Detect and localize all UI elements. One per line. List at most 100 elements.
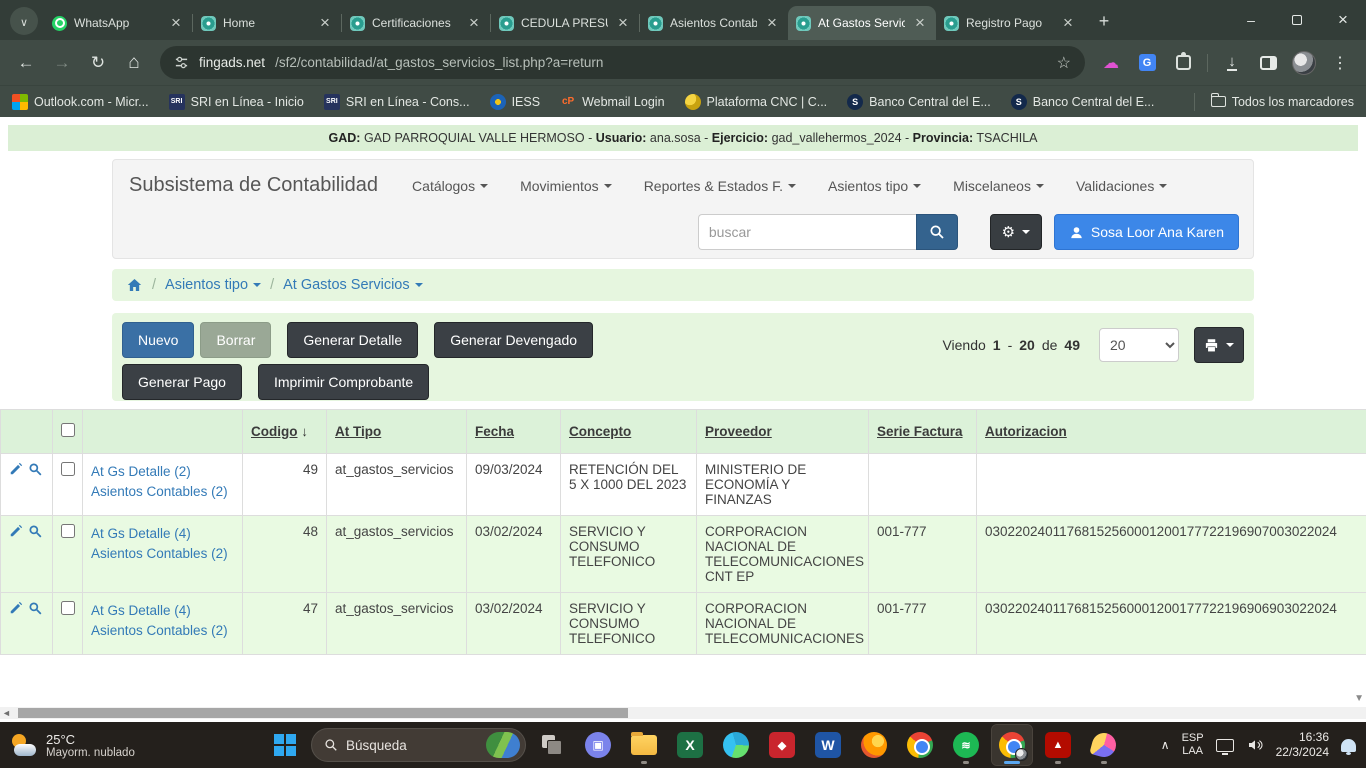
tray-expand-button[interactable] bbox=[1161, 736, 1170, 754]
cloud-extension-icon[interactable] bbox=[1095, 47, 1127, 79]
sort-proveedor[interactable]: Proveedor bbox=[705, 424, 772, 439]
breadcrumb-asientos-tipo[interactable]: Asientos tipo bbox=[165, 277, 262, 293]
generar-pago-button[interactable]: Generar Pago bbox=[122, 364, 242, 400]
tab-home[interactable]: Home bbox=[193, 6, 341, 40]
edge-button[interactable] bbox=[716, 725, 756, 765]
close-tab-icon[interactable] bbox=[764, 15, 780, 31]
horizontal-scrollbar[interactable] bbox=[0, 707, 1366, 719]
row-checkbox[interactable] bbox=[61, 601, 75, 615]
sort-serie-factura[interactable]: Serie Factura bbox=[877, 424, 963, 439]
bookmark-iess[interactable]: IESS bbox=[489, 93, 540, 110]
print-button[interactable] bbox=[1194, 327, 1244, 363]
tab-registro-pago[interactable]: Registro Pago bbox=[936, 6, 1084, 40]
close-tab-icon[interactable] bbox=[615, 15, 631, 31]
adobe-button[interactable] bbox=[762, 725, 802, 765]
scrollbar-thumb[interactable] bbox=[18, 708, 628, 718]
bookmark-sri-inicio[interactable]: SRI SRI en Línea - Inicio bbox=[168, 93, 304, 110]
all-bookmarks-button[interactable]: Todos los marcadores bbox=[1210, 93, 1354, 109]
asientos-contables-link[interactable]: Asientos Contables (2) bbox=[91, 546, 228, 561]
view-icon[interactable] bbox=[28, 524, 42, 538]
asientos-contables-link[interactable]: Asientos Contables (2) bbox=[91, 484, 228, 499]
sort-codigo[interactable]: Codigo bbox=[251, 424, 298, 439]
edit-icon[interactable] bbox=[9, 462, 23, 476]
at-gs-detalle-link[interactable]: At Gs Detalle (4) bbox=[91, 603, 191, 618]
sort-at-tipo[interactable]: At Tipo bbox=[335, 424, 382, 439]
browser-home-button[interactable] bbox=[118, 47, 150, 79]
view-icon[interactable] bbox=[28, 462, 42, 476]
tab-cedula-presupuestaria[interactable]: CEDULA PRESUP bbox=[491, 6, 639, 40]
close-tab-icon[interactable] bbox=[317, 15, 333, 31]
close-tab-icon[interactable] bbox=[1060, 15, 1076, 31]
translate-extension-icon[interactable] bbox=[1131, 47, 1163, 79]
start-button[interactable] bbox=[265, 725, 305, 765]
notifications-bell-icon[interactable] bbox=[1341, 738, 1356, 755]
menu-reportes[interactable]: Reportes & Estados F. bbox=[644, 178, 796, 194]
edit-icon[interactable] bbox=[9, 524, 23, 538]
extensions-button[interactable] bbox=[1167, 47, 1199, 79]
close-window-button[interactable] bbox=[1320, 0, 1366, 40]
back-button[interactable] bbox=[10, 47, 42, 79]
asientos-contables-link[interactable]: Asientos Contables (2) bbox=[91, 623, 228, 638]
chat-button[interactable] bbox=[578, 725, 618, 765]
sort-autorizacion[interactable]: Autorizacion bbox=[985, 424, 1067, 439]
nuevo-button[interactable]: Nuevo bbox=[122, 322, 195, 358]
scroll-left-arrow[interactable] bbox=[2, 707, 11, 719]
downloads-button[interactable] bbox=[1216, 47, 1248, 79]
minimize-button[interactable] bbox=[1228, 0, 1274, 40]
edit-icon[interactable] bbox=[9, 601, 23, 615]
tab-whatsapp[interactable]: WhatsApp bbox=[44, 6, 192, 40]
bookmark-sri-consultas[interactable]: SRI SRI en Línea - Cons... bbox=[323, 93, 470, 110]
imprimir-comprobante-button[interactable]: Imprimir Comprobante bbox=[257, 364, 430, 400]
user-button[interactable]: Sosa Loor Ana Karen bbox=[1053, 214, 1239, 250]
row-checkbox[interactable] bbox=[61, 524, 75, 538]
page-size-select[interactable]: 20 bbox=[1099, 328, 1179, 362]
weather-widget[interactable]: 25°C Mayorm. nublado bbox=[10, 732, 135, 759]
chrome-button[interactable] bbox=[900, 725, 940, 765]
bookmark-plataforma-cnc[interactable]: Plataforma CNC | C... bbox=[684, 93, 827, 110]
menu-catalogos[interactable]: Catálogos bbox=[412, 178, 489, 194]
settings-button[interactable] bbox=[989, 214, 1042, 250]
browser-menu-button[interactable] bbox=[1324, 47, 1356, 79]
vertical-scroll-down-arrow[interactable] bbox=[1354, 693, 1364, 704]
side-panel-button[interactable] bbox=[1252, 47, 1284, 79]
volume-icon[interactable] bbox=[1246, 737, 1264, 753]
at-gs-detalle-link[interactable]: At Gs Detalle (4) bbox=[91, 526, 191, 541]
menu-miscelaneos[interactable]: Miscelaneos bbox=[953, 178, 1044, 194]
designer-button[interactable] bbox=[1084, 725, 1124, 765]
new-tab-button[interactable] bbox=[1090, 7, 1118, 35]
bookmark-webmail[interactable]: cP Webmail Login bbox=[560, 94, 665, 110]
spotify-button[interactable]: ≋ bbox=[946, 725, 986, 765]
menu-asientos-tipo[interactable]: Asientos tipo bbox=[828, 178, 922, 194]
close-tab-icon[interactable] bbox=[466, 15, 482, 31]
search-button[interactable] bbox=[915, 214, 958, 250]
bookmark-banco-central-1[interactable]: S Banco Central del E... bbox=[847, 93, 991, 110]
home-icon[interactable] bbox=[126, 277, 143, 293]
clock[interactable]: 16:36 22/3/2024 bbox=[1276, 730, 1329, 760]
profile-button[interactable] bbox=[1288, 47, 1320, 79]
word-button[interactable]: W bbox=[808, 725, 848, 765]
firefox-button[interactable] bbox=[854, 725, 894, 765]
tab-certificaciones[interactable]: Certificaciones bbox=[342, 6, 490, 40]
sort-fecha[interactable]: Fecha bbox=[475, 424, 515, 439]
taskbar-search[interactable]: Búsqueda bbox=[311, 728, 526, 762]
reload-button[interactable] bbox=[82, 47, 114, 79]
excel-button[interactable]: X bbox=[670, 725, 710, 765]
forward-button[interactable] bbox=[46, 47, 78, 79]
tab-asientos-contables[interactable]: Asientos Contab bbox=[640, 6, 788, 40]
maximize-button[interactable] bbox=[1274, 0, 1320, 40]
view-icon[interactable] bbox=[28, 601, 42, 615]
breadcrumb-at-gastos-servicios[interactable]: At Gastos Servicios bbox=[283, 277, 423, 293]
at-gs-detalle-link[interactable]: At Gs Detalle (2) bbox=[91, 464, 191, 479]
bookmark-star-icon[interactable] bbox=[1057, 53, 1071, 73]
language-indicator[interactable]: ESP LAA bbox=[1182, 732, 1204, 758]
search-input[interactable] bbox=[697, 214, 916, 250]
bookmark-outlook[interactable]: Outlook.com - Micr... bbox=[12, 93, 149, 110]
chrome-profile-button[interactable] bbox=[991, 724, 1033, 766]
site-info-icon[interactable] bbox=[174, 55, 189, 70]
borrar-button[interactable]: Borrar bbox=[200, 322, 272, 358]
display-tray-icon[interactable] bbox=[1215, 738, 1234, 755]
sort-concepto[interactable]: Concepto bbox=[569, 424, 632, 439]
file-explorer-button[interactable] bbox=[624, 725, 664, 765]
bookmark-banco-central-2[interactable]: S Banco Central del E... bbox=[1010, 93, 1154, 110]
address-bar[interactable]: fingads.net/sf2/contabilidad/at_gastos_s… bbox=[160, 46, 1085, 79]
